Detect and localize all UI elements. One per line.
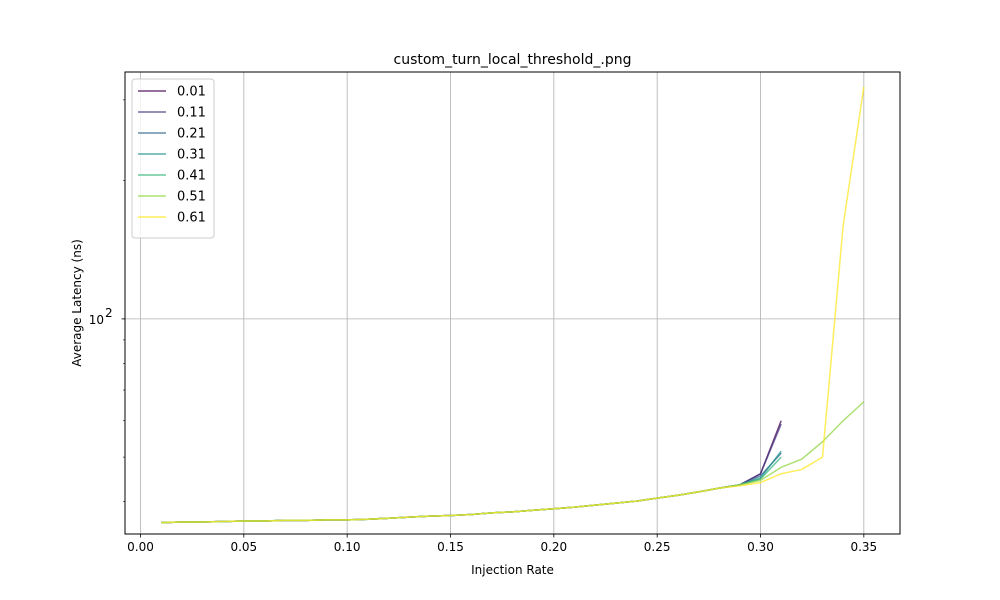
x-tick-label: 0.25 (644, 540, 671, 554)
legend: 0.01 0.11 0.21 0.31 0.41 0.51 0.61 (131, 78, 215, 239)
x-tick-label: 0.30 (747, 540, 774, 554)
x-tick-label: 0.15 (437, 540, 464, 554)
grid (125, 72, 900, 534)
legend-label: 0.01 (177, 85, 206, 100)
legend-label: 0.31 (177, 148, 206, 163)
chart-title: custom_turn_local_threshold_.png (394, 52, 632, 68)
x-tick-label: 0.35 (850, 540, 877, 554)
x-tick-label: 0.05 (230, 540, 257, 554)
y-tick-label-base: 10 (89, 313, 104, 327)
y-axis-label: Average Latency (ns) (70, 239, 84, 367)
x-tick-label: 0.00 (127, 540, 154, 554)
legend-box (131, 78, 215, 239)
legend-label: 0.41 (177, 169, 206, 184)
legend-label: 0.11 (177, 106, 206, 121)
series-line-0.61 (161, 86, 865, 524)
x-tick-label: 0.10 (334, 540, 361, 554)
x-axis-label: Injection Rate (471, 563, 554, 577)
legend-label: 0.51 (177, 190, 206, 205)
series-lines (161, 86, 865, 524)
axes: 0.00 0.05 0.10 0.15 0.20 0.25 0.30 0.35 10 2 (89, 99, 877, 554)
plot-frame (124, 71, 901, 535)
y-tick-label-exponent: 2 (105, 306, 113, 320)
legend-label: 0.21 (177, 127, 206, 142)
x-tick-label: 0.20 (540, 540, 567, 554)
legend-label: 0.61 (177, 211, 206, 226)
